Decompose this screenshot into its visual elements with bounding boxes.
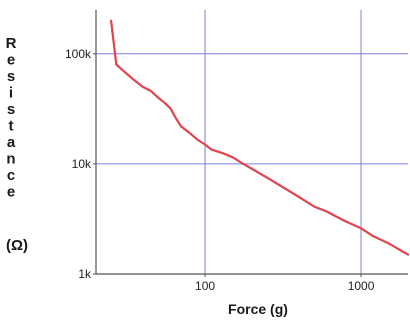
y-axis-unit: (Ω) bbox=[6, 237, 28, 254]
y-axis-title-letter: s bbox=[7, 68, 15, 85]
y-axis-title-letter: s bbox=[7, 101, 15, 118]
series-line bbox=[109, 19, 410, 256]
y-axis-title-letter: e bbox=[7, 52, 15, 69]
y-axis-title-letter: i bbox=[9, 85, 13, 102]
y-tick-label: 100k bbox=[65, 47, 92, 61]
x-axis-title: Force (g) bbox=[228, 301, 288, 317]
y-axis-title-letter: e bbox=[7, 184, 15, 201]
y-axis-title-letter: t bbox=[9, 118, 14, 135]
y-tick-label: 1k bbox=[78, 267, 92, 281]
tick-labels: 1k 10k 100k 100 1000 bbox=[65, 47, 375, 293]
y-axis-title-letter: n bbox=[6, 151, 15, 168]
y-axis-title-letter: a bbox=[7, 134, 16, 151]
y-tick-label: 10k bbox=[72, 157, 92, 171]
x-tick-label: 1000 bbox=[348, 279, 375, 293]
y-axis-title-letter: R bbox=[6, 35, 17, 52]
x-tick-label: 100 bbox=[195, 279, 215, 293]
grid-lines bbox=[96, 10, 408, 274]
y-axis-title-letter: c bbox=[7, 167, 15, 184]
series-layer bbox=[109, 19, 410, 256]
